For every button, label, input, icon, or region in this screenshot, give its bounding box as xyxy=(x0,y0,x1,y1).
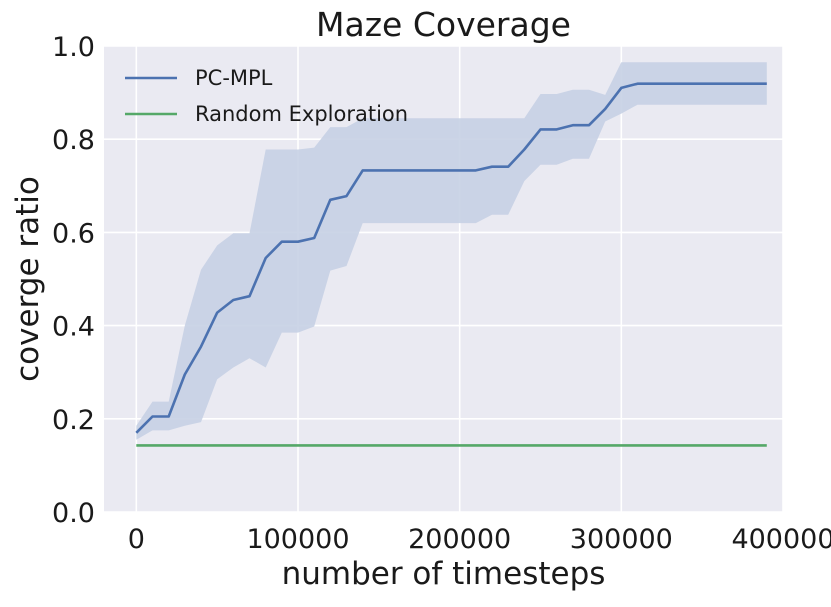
legend-label-random-exploration: Random Exploration xyxy=(195,102,408,126)
y-tick-label: 0.8 xyxy=(52,125,95,156)
x-tick-label: 200000 xyxy=(408,524,511,555)
y-tick-label: 1.0 xyxy=(52,32,95,63)
y-tick-label: 0.4 xyxy=(52,312,95,343)
series-line-pc-mpl xyxy=(135,82,767,434)
x-tick-label: 100000 xyxy=(246,524,349,555)
x-axis-label: number of timesteps xyxy=(282,556,606,592)
chart-title: Maze Coverage xyxy=(316,5,571,44)
x-tick-label: 0 xyxy=(128,524,145,555)
legend: PC-MPL Random Exploration xyxy=(125,66,408,126)
legend-label-pc-mpl: PC-MPL xyxy=(195,66,273,90)
series-lines xyxy=(135,82,767,447)
y-axis-label: coverge ratio xyxy=(10,176,46,382)
y-tick-label: 0.0 xyxy=(52,498,95,529)
band-pc-mpl xyxy=(136,62,767,440)
y-tick-label: 0.2 xyxy=(52,405,95,436)
x-tick-label: 400000 xyxy=(731,524,831,555)
x-tick-label: 300000 xyxy=(570,524,673,555)
y-tick-label: 0.6 xyxy=(52,218,95,249)
tick-labels: 0 100000 200000 300000 400000 0.0 0.2 0.4 0.6 0.8… xyxy=(52,32,831,555)
confidence-bands xyxy=(136,62,767,440)
